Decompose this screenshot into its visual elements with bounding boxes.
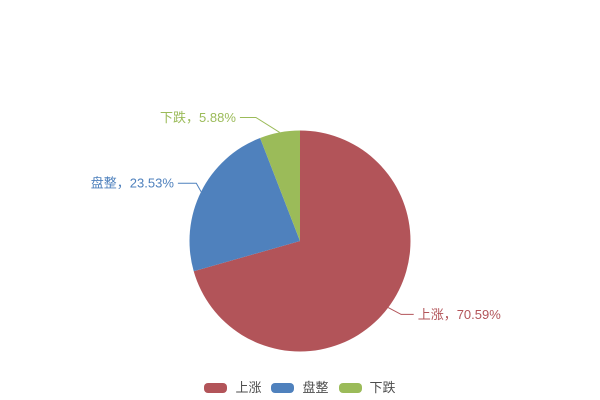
legend-label-fall: 下跌 [369,380,396,395]
legend-swatch-flat [271,383,295,393]
legend-label-flat: 盘整 [302,380,329,395]
legend-label-rise: 上涨 [235,380,262,395]
legend-swatch-fall [338,383,362,393]
pie-slice-rise[interactable] [193,130,411,352]
label-leader-line-fall [239,117,280,133]
chart-legend: 上涨 盘整 下跌 [0,379,600,397]
pie-slice-fall[interactable] [260,130,300,242]
legend-item-flat[interactable]: 盘整 [271,380,329,396]
label-leader-line-flat [177,182,202,192]
legend-item-rise[interactable]: 上涨 [204,380,261,396]
legend-item-fall[interactable]: 下跌 [338,380,396,396]
data-label-flat: 盘整，23.53% [91,176,175,191]
legend-swatch-rise [204,383,228,393]
pie-slice-flat[interactable] [189,137,300,272]
data-label-rise: 上涨，70.59% [418,307,502,322]
label-leader-line-rise [387,307,414,315]
data-label-fall: 下跌，5.88% [160,110,236,125]
